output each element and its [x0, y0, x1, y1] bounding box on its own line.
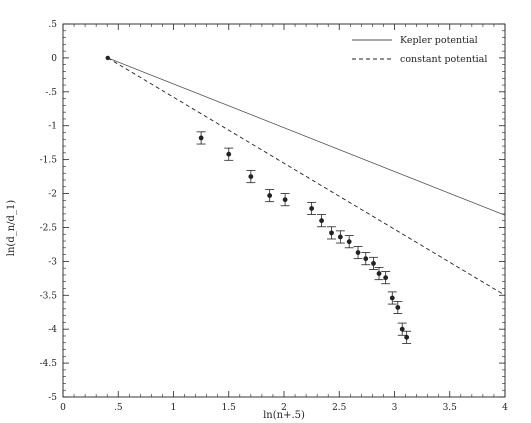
x-tick-label: 3	[392, 403, 398, 413]
y-tick-label: -1.5	[40, 156, 58, 166]
data-point	[226, 151, 232, 157]
data-point	[399, 326, 405, 332]
x-tick-label: 2	[281, 403, 287, 413]
constant-potential-line	[107, 57, 506, 296]
y-tick-label: -2	[48, 190, 57, 200]
legend-label: constant potential	[400, 54, 487, 65]
legend: Kepler potential constant potential	[352, 35, 487, 65]
x-tick-label: 3.5	[443, 403, 458, 413]
y-axis-label: ln(d_n/d_1)	[6, 200, 17, 257]
kepler-potential-line	[107, 57, 506, 216]
data-point	[337, 234, 343, 240]
data-point	[267, 193, 273, 198]
data-point	[363, 256, 369, 262]
data-point	[309, 206, 315, 211]
y-tick-label: -3	[48, 257, 57, 267]
x-axis-label: ln(n+.5)	[263, 410, 305, 421]
ticks-group: 0 .5 1 1.5 2 2.5 3 3.5 4 .5 0 -.5 -1 -1.5 -2 -2.5 -3 -3.5…	[40, 20, 508, 413]
data-point	[282, 197, 288, 203]
y-tick-label: -4	[48, 325, 57, 335]
data-point	[376, 271, 382, 276]
y-tick-label: 0	[51, 54, 57, 64]
y-tick-label: -5	[48, 393, 57, 403]
data-point	[355, 250, 361, 255]
model-lines-group	[107, 57, 506, 296]
data-points-group	[105, 55, 412, 344]
x-tick-label: 1	[171, 403, 177, 413]
y-tick-label: -4.5	[40, 359, 58, 369]
data-point	[383, 275, 389, 281]
origin-data-point	[105, 55, 110, 61]
x-tick-label: 0	[60, 403, 66, 413]
data-point	[198, 135, 204, 141]
x-tick-label: .5	[114, 403, 123, 413]
x-tick-label: 1.5	[222, 403, 237, 413]
data-point	[404, 334, 410, 340]
plot-frame-group	[62, 23, 506, 398]
y-tick-label: -1	[48, 122, 57, 132]
data-point	[371, 260, 376, 266]
legend-label: Kepler potential	[400, 35, 478, 46]
y-tick-label: -3.5	[40, 291, 58, 301]
x-tick-label: 4	[502, 403, 508, 413]
y-tick-label: -2.5	[40, 223, 58, 233]
data-point	[248, 174, 254, 179]
x-tick-label: 2.5	[332, 403, 347, 413]
data-point	[329, 230, 334, 236]
data-point	[319, 218, 324, 224]
y-tick-label: .5	[48, 20, 57, 30]
data-point	[389, 295, 395, 301]
data-point	[395, 305, 401, 310]
y-tick-label: -.5	[45, 88, 57, 98]
plot-frame	[62, 23, 506, 398]
data-point	[346, 239, 352, 245]
